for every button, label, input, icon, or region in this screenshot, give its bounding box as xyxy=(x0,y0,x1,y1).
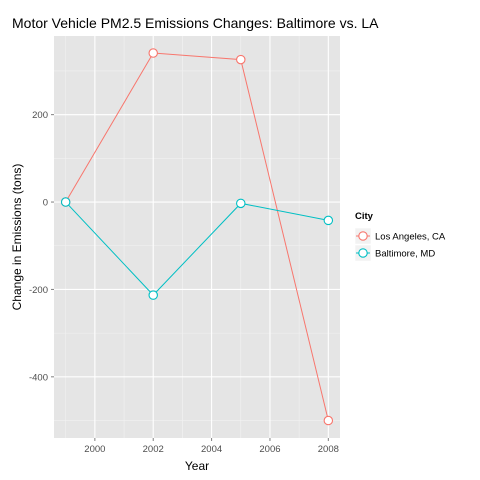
data-point xyxy=(236,198,246,209)
legend-title: City xyxy=(355,211,374,222)
data-point xyxy=(60,197,71,207)
legend-marker xyxy=(358,248,368,258)
y-axis-title: Change in Emissions (tons) xyxy=(10,164,24,311)
legend-marker xyxy=(358,231,368,241)
x-axis: 2000 2002 2004 2006 2008 xyxy=(84,438,339,455)
y-tick-label: 200 xyxy=(32,110,48,121)
plot-panel xyxy=(54,36,340,438)
data-point xyxy=(323,415,334,426)
x-tick-label: 2006 xyxy=(259,444,280,455)
series-line xyxy=(65,201,329,296)
y-tick-label: -200 xyxy=(29,285,48,296)
legend-item: Baltimore, MD xyxy=(354,244,435,262)
data-point xyxy=(148,290,158,300)
x-tick-label: 2004 xyxy=(201,444,222,455)
legend: City Los Angeles, CA Baltimore, MD xyxy=(354,211,446,262)
legend-label: Los Angeles, CA xyxy=(375,232,446,243)
legend-item: Los Angeles, CA xyxy=(354,227,446,245)
legend-label: Baltimore, MD xyxy=(375,249,435,260)
grid-lines xyxy=(54,36,340,438)
x-tick-label: 2008 xyxy=(318,444,339,455)
series-2 xyxy=(60,197,334,300)
x-tick-label: 2002 xyxy=(143,444,164,455)
chart-title: Motor Vehicle PM2.5 Emissions Changes: B… xyxy=(12,15,379,31)
y-tick-label: 0 xyxy=(43,198,48,209)
y-tick-label: -400 xyxy=(29,372,48,383)
data-point xyxy=(148,48,158,58)
x-tick-label: 2000 xyxy=(84,444,105,455)
series-lines xyxy=(60,48,334,426)
x-axis-title: Year xyxy=(185,459,209,473)
y-axis: -400 -200 0 200 xyxy=(29,110,54,383)
data-point xyxy=(236,54,246,65)
series-line xyxy=(65,52,329,421)
data-point xyxy=(323,215,334,226)
